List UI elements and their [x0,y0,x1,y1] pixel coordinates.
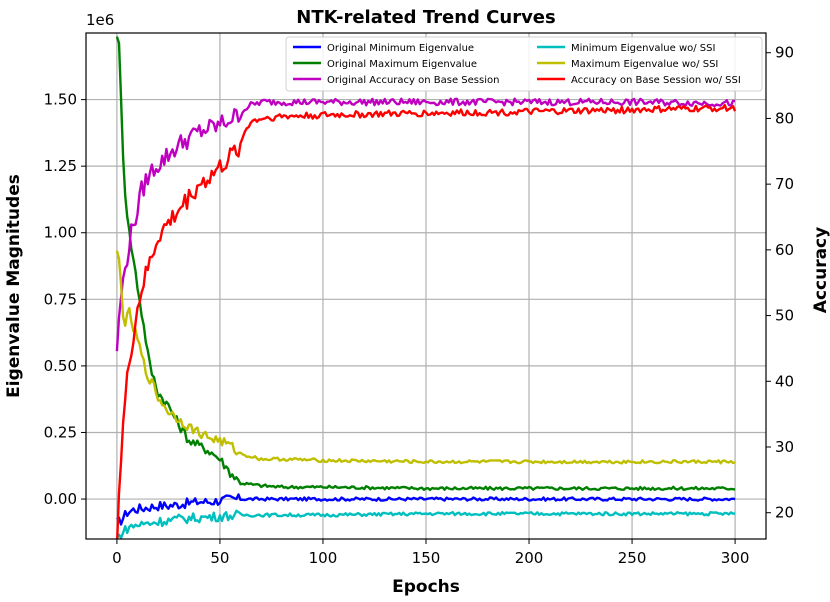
series-line-maximum-eigenvalue-wo-ssi [115,250,736,465]
y-axis-left: 0.00 0.25 0.50 0.75 1.00 1.25 1.50 [44,91,86,508]
grid [86,33,766,539]
x-axis: 0 50 100 150 200 250 300 [112,539,749,567]
x-tick-label: 200 [515,549,544,567]
legend-label: Accuracy on Base Session wo/ SSI [571,75,741,86]
y2-tick-label: 50 [775,307,794,325]
x-tick-label: 0 [112,549,122,567]
offset-text: 1e6 [86,11,114,29]
y-tick-label: 0.75 [44,290,77,308]
chart-title: NTK-related Trend Curves [296,7,555,28]
series-line-original-accuracy-on-base-session [115,97,736,352]
y-tick-label: 0.00 [44,490,77,508]
series-line-original-minimum-eigenvalue [116,493,736,526]
series-line-original-maximum-eigenvalue [115,36,736,492]
x-tick-label: 300 [721,549,750,567]
x-tick-label: 150 [412,549,441,567]
y-tick-label: 1.25 [44,157,77,175]
legend-label: Original Minimum Eigenvalue [327,43,474,54]
y-tick-label: 1.00 [44,224,77,242]
y2-tick-label: 60 [775,241,794,259]
y-tick-label: 1.50 [44,91,77,109]
legend-box [285,36,763,92]
y2-tick-label: 30 [775,438,794,456]
legend-label: Original Maximum Eigenvalue [327,59,477,70]
legend-label: Maximum Eigenvalue wo/ SSI [571,59,718,70]
y-tick-label: 0.50 [44,357,77,375]
y2-axis-label: Accuracy [811,227,830,313]
series-group [115,36,737,539]
legend: Original Minimum Eigenvalue Original Maxi… [285,36,763,92]
legend-label: Minimum Eigenvalue wo/ SSI [571,43,715,54]
x-tick-label: 250 [618,549,647,567]
y2-tick-label: 20 [775,504,794,522]
series-line-minimum-eigenvalue-wo-ssi [115,509,736,539]
x-tick-label: 50 [210,549,229,567]
y2-tick-label: 90 [775,44,794,62]
y2-tick-label: 70 [775,175,794,193]
y2-tick-label: 40 [775,372,794,390]
y-axis-label: Eigenvalue Magnitudes [4,174,24,398]
y2-tick-label: 80 [775,109,794,127]
x-tick-label: 100 [309,549,338,567]
y-axis-right: 20 30 40 50 60 70 80 90 [766,44,794,522]
y-tick-label: 0.25 [44,423,77,441]
legend-label: Original Accuracy on Base Session [327,75,499,86]
series-line-accuracy-on-base-session-wo-ssi [116,103,737,539]
x-axis-label: Epochs [392,577,460,597]
